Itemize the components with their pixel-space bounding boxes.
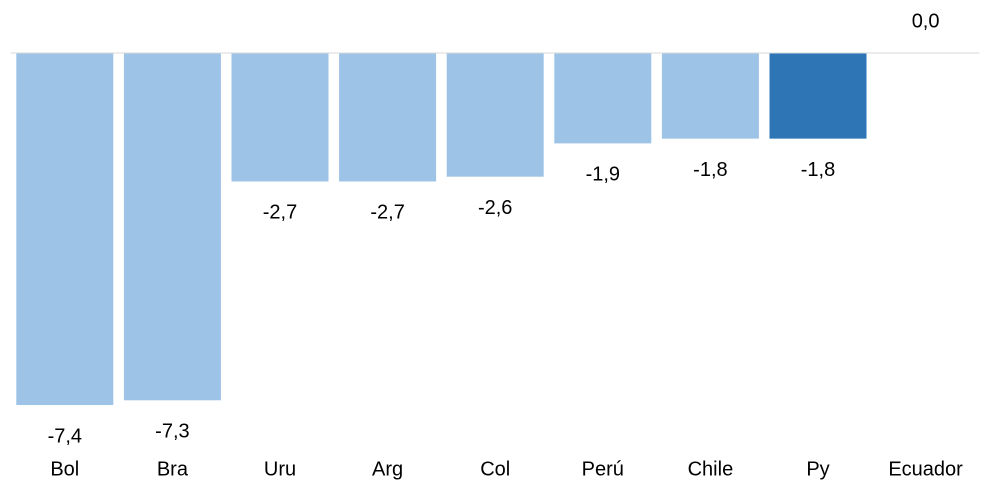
value-label: -7,4: [48, 425, 82, 447]
value-label: -2,7: [370, 202, 404, 224]
x-tick-label: Ecuador: [888, 458, 963, 480]
bar: [446, 53, 544, 177]
x-tick-label: Col: [480, 458, 510, 480]
x-tick-label: Uru: [264, 458, 296, 480]
x-tick-label: Py: [806, 458, 829, 480]
value-label: -7,3: [155, 421, 189, 443]
value-label: -2,7: [263, 202, 297, 224]
x-tick-label: Bol: [50, 458, 79, 480]
bar: [123, 53, 221, 401]
value-label: -1,8: [801, 159, 835, 181]
bar: [231, 53, 329, 182]
value-label: -2,6: [478, 197, 512, 219]
value-label: -1,8: [693, 159, 727, 181]
x-tick-label: Bra: [157, 458, 189, 480]
value-label: -1,9: [586, 164, 620, 186]
x-tick-label: Chile: [688, 458, 734, 480]
bar: [769, 53, 867, 139]
bar: [339, 53, 437, 182]
x-tick-label: Arg: [372, 458, 403, 480]
x-tick-label: Perú: [582, 458, 624, 480]
value-label: 0,0: [912, 10, 940, 32]
bar: [16, 53, 114, 406]
bar: [661, 53, 759, 139]
bar: [554, 53, 652, 144]
